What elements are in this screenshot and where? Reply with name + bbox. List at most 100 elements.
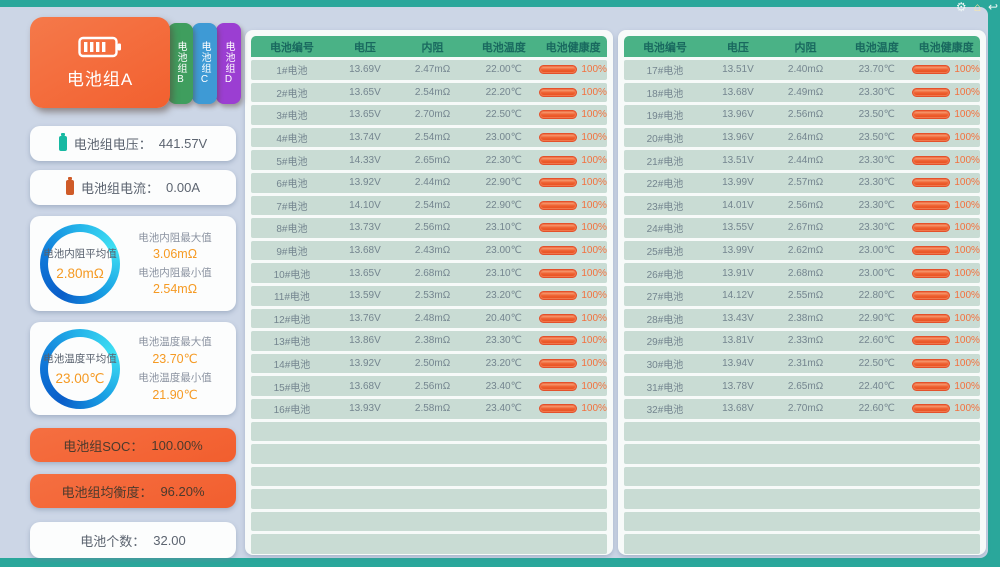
- voltage-cell: 13.68V: [722, 86, 754, 98]
- health-bar: [912, 200, 951, 210]
- health-bar: [539, 133, 578, 143]
- table-row: 19#电池 13.96V 2.56mΩ 23.50℃ 100%: [624, 105, 980, 125]
- health-cell: 100%: [912, 381, 980, 392]
- home-icon[interactable]: ⌂: [973, 0, 981, 14]
- health-cell: 100%: [912, 200, 980, 211]
- table-row-empty: [624, 444, 980, 464]
- settings-icon[interactable]: ⚙: [955, 0, 967, 14]
- resistance-min-value: 2.54mΩ: [152, 281, 198, 296]
- table-row: 32#电池 13.68V 2.70mΩ 22.60℃ 100%: [624, 398, 980, 419]
- resistance-avg-value: 2.80mΩ: [56, 266, 104, 281]
- gauge-ring: [40, 328, 120, 409]
- tab-battery-group-b[interactable]: 电池组B: [168, 23, 193, 104]
- voltage-cell: 13.94V: [722, 358, 754, 370]
- table-row: 12#电池 13.76V 2.48mΩ 20.40℃ 100%: [251, 308, 607, 329]
- voltage-cell: 13.81V: [722, 335, 754, 347]
- tab-battery-group-a[interactable]: 电池组A: [30, 17, 170, 108]
- tab-label: 电池组A: [66, 70, 134, 89]
- health-cell: 100%: [539, 177, 607, 188]
- undo-icon[interactable]: ↩: [987, 0, 998, 14]
- table-row: 9#电池 13.68V 2.43mΩ 23.00℃ 100%: [251, 240, 607, 261]
- health-bar: [912, 65, 951, 75]
- resistance-cell: 2.38mΩ: [787, 312, 824, 324]
- temperature-avg-value: 23.00℃: [55, 370, 105, 386]
- battery-id-cell: 26#电池: [646, 269, 684, 281]
- resistance-cell: 2.56mΩ: [787, 109, 824, 121]
- tab-battery-group-d[interactable]: 电池组D: [216, 23, 241, 104]
- voltage-cell: 13.92V: [349, 177, 381, 189]
- battery-count-label: 电池个数：: [80, 533, 146, 549]
- health-bar: [539, 178, 578, 188]
- temperature-cell: 22.60℃: [858, 403, 895, 415]
- temperature-cell: 23.40℃: [485, 403, 522, 415]
- table-row-empty: [624, 421, 980, 442]
- temperature-cell: 22.20℃: [485, 86, 522, 98]
- table-row: 25#电池 13.99V 2.62mΩ 23.00℃ 100%: [624, 240, 980, 261]
- health-cell: 100%: [912, 335, 980, 346]
- resistance-cell: 2.57mΩ: [787, 177, 824, 189]
- health-bar-fill: [541, 135, 576, 141]
- voltage-cell: 14.33V: [349, 154, 381, 166]
- header-health: 电池健康度: [545, 41, 601, 54]
- battery-count-value: 32.00: [153, 532, 186, 548]
- pack-current-value: 0.00A: [166, 180, 200, 195]
- health-percent: 100%: [954, 86, 980, 98]
- voltage-cell: 13.51V: [722, 64, 754, 76]
- voltage-cell: 13.99V: [722, 245, 754, 257]
- tab-battery-group-c[interactable]: 电池组C: [192, 23, 217, 104]
- table-row: 20#电池 13.96V 2.64mΩ 23.50℃ 100%: [624, 127, 980, 148]
- voltage-cell: 13.74V: [349, 132, 381, 144]
- health-percent: 100%: [954, 222, 980, 234]
- table-row: 26#电池 13.91V 2.68mΩ 23.00℃ 100%: [624, 263, 980, 283]
- health-cell: 100%: [912, 403, 980, 414]
- temperature-cell: 22.90℃: [858, 312, 895, 324]
- tab-label: 电池组B: [175, 41, 186, 86]
- voltage-cell: 13.96V: [722, 109, 754, 121]
- health-bar: [912, 291, 951, 301]
- resistance-avg-label: 电池内阻平均值: [43, 248, 117, 260]
- resistance-cell: 2.58mΩ: [414, 403, 451, 415]
- resistance-cell: 2.67mΩ: [787, 222, 824, 234]
- battery-id-cell: 9#电池: [276, 247, 308, 259]
- health-percent: 100%: [581, 290, 607, 302]
- health-cell: 100%: [912, 177, 980, 188]
- health-bar: [912, 404, 951, 414]
- battery-table-left: 电池编号 电压 内阻 电池温度 电池健康度 1#电池 13.69V 2.47mΩ 22…: [245, 30, 613, 555]
- health-bar: [539, 336, 578, 346]
- pack-balance-label: 电池组均衡度：: [61, 484, 153, 500]
- health-percent: 100%: [581, 358, 607, 370]
- health-bar-fill: [541, 89, 576, 95]
- battery-id-cell: 8#电池: [276, 224, 308, 236]
- voltage-cell: 13.73V: [349, 222, 381, 234]
- battery-id-cell: 23#电池: [646, 201, 684, 213]
- health-bar-fill: [914, 270, 949, 276]
- health-bar: [912, 336, 951, 346]
- voltage-cell: 13.96V: [722, 132, 754, 144]
- battery-id-cell: 28#电池: [646, 314, 684, 326]
- resistance-cell: 2.56mΩ: [787, 199, 824, 211]
- battery-id-cell: 19#电池: [646, 111, 684, 123]
- temperature-cell: 23.00℃: [858, 245, 895, 257]
- health-percent: 100%: [954, 403, 980, 415]
- health-bar: [539, 268, 578, 278]
- health-cell: 100%: [912, 313, 980, 324]
- health-bar-fill: [914, 225, 949, 231]
- health-percent: 100%: [581, 335, 607, 347]
- health-percent: 100%: [954, 245, 980, 257]
- health-percent: 100%: [954, 380, 980, 392]
- resistance-cell: 2.54mΩ: [414, 132, 451, 144]
- temperature-cell: 23.20℃: [485, 358, 522, 370]
- table-row-empty: [624, 534, 980, 555]
- table-row: 8#电池 13.73V 2.56mΩ 23.10℃ 100%: [251, 218, 607, 238]
- health-cell: 100%: [539, 132, 607, 143]
- battery-id-cell: 10#电池: [273, 269, 311, 281]
- health-bar-fill: [914, 293, 949, 299]
- health-bar-fill: [914, 202, 949, 208]
- temperature-cell: 23.50℃: [858, 132, 895, 144]
- voltage-cell: 13.76V: [349, 312, 381, 324]
- health-bar: [539, 359, 578, 369]
- health-bar: [912, 133, 951, 143]
- header-voltage: 电压: [726, 41, 749, 54]
- battery-icon: [78, 36, 121, 58]
- health-percent: 100%: [581, 86, 607, 98]
